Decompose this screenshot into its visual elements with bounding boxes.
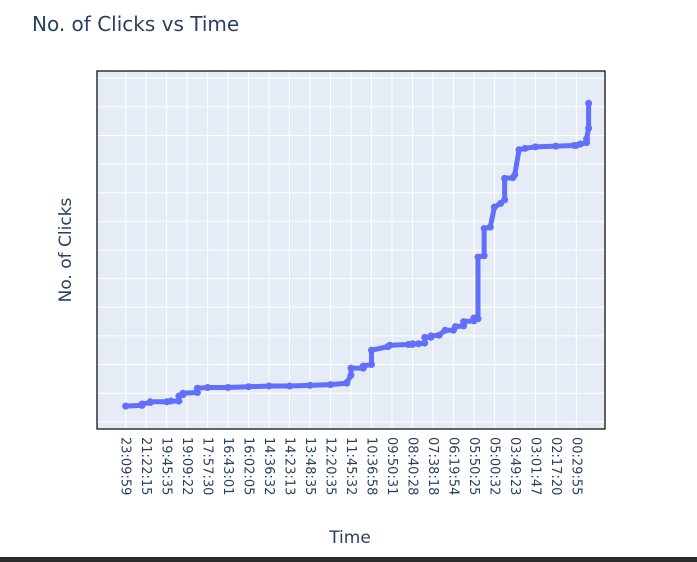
gridlines — [97, 71, 605, 429]
x-tick-label: 13:48:35 — [302, 437, 317, 495]
x-tick-label: 16:43:01 — [220, 437, 235, 495]
data-point[interactable] — [552, 142, 560, 150]
x-tick-label: 16:02:05 — [241, 437, 256, 495]
data-point[interactable] — [347, 364, 355, 372]
data-point[interactable] — [408, 340, 416, 348]
x-tick-label: 00:29:55 — [568, 437, 583, 495]
data-point[interactable] — [451, 323, 459, 331]
data-point[interactable] — [585, 124, 593, 132]
data-point[interactable] — [179, 389, 187, 397]
data-point[interactable] — [515, 146, 523, 154]
data-point[interactable] — [490, 203, 498, 211]
data-point[interactable] — [501, 196, 509, 204]
data-point[interactable] — [224, 383, 232, 391]
x-tick-label: 12:20:35 — [323, 437, 338, 495]
series-layer — [122, 99, 593, 410]
data-point[interactable] — [415, 340, 423, 348]
data-point[interactable] — [265, 382, 273, 390]
data-point[interactable] — [486, 223, 494, 231]
data-point[interactable] — [585, 99, 593, 107]
x-tick-label: 06:19:54 — [445, 437, 460, 495]
bottom-divider — [0, 557, 697, 562]
x-tick-label: 05:50:25 — [466, 437, 481, 495]
data-point[interactable] — [367, 361, 375, 369]
x-tick-label: 08:40:28 — [404, 437, 419, 495]
data-point[interactable] — [474, 315, 482, 323]
x-tick-label: 17:57:30 — [200, 437, 215, 495]
x-tick-label: 23:09:59 — [118, 437, 133, 495]
y-axis-title: No. of Clicks — [56, 197, 76, 302]
x-tick-label: 02:17:20 — [548, 437, 563, 495]
data-point[interactable] — [435, 331, 443, 339]
data-point[interactable] — [460, 318, 468, 326]
data-point[interactable] — [501, 174, 509, 182]
x-tick-label: 19:45:35 — [159, 437, 174, 495]
data-point[interactable] — [531, 143, 539, 151]
plot-frame — [96, 70, 606, 430]
data-point[interactable] — [175, 397, 183, 405]
x-tick-label: 10:36:58 — [363, 437, 378, 495]
data-point[interactable] — [359, 362, 367, 370]
chart-title: No. of Clicks vs Time — [32, 12, 240, 36]
x-tick-label: 21:22:15 — [138, 437, 153, 495]
data-point[interactable] — [421, 333, 429, 341]
data-point[interactable] — [306, 381, 314, 389]
x-tick-label: 09:50:31 — [384, 437, 399, 495]
data-point[interactable] — [441, 326, 449, 334]
data-point[interactable] — [146, 398, 154, 406]
x-tick-label: 03:01:47 — [527, 437, 542, 495]
x-tick-label: 14:23:13 — [282, 437, 297, 495]
x-tick-labels: 23:09:59 21:22:15 19:45:35 19:09:22 17:57:30… — [118, 437, 584, 495]
x-tick-label: 03:49:23 — [507, 437, 522, 495]
data-point[interactable] — [480, 252, 488, 260]
data-point[interactable] — [511, 171, 519, 179]
data-point[interactable] — [343, 378, 351, 386]
x-axis-title: Time — [328, 528, 371, 548]
data-point[interactable] — [122, 402, 130, 410]
data-point[interactable] — [427, 332, 435, 340]
data-point[interactable] — [421, 339, 429, 347]
data-point[interactable] — [474, 253, 482, 261]
x-tick-label: 05:00:32 — [486, 437, 501, 495]
data-point[interactable] — [583, 135, 591, 143]
data-point[interactable] — [521, 144, 529, 152]
x-tick-label: 19:09:22 — [179, 437, 194, 495]
data-point[interactable] — [286, 382, 294, 390]
x-tick-label: 11:45:32 — [343, 437, 358, 495]
data-point[interactable] — [167, 397, 175, 405]
data-point[interactable] — [347, 371, 355, 379]
data-point[interactable] — [245, 383, 253, 391]
data-point[interactable] — [576, 140, 584, 148]
data-point[interactable] — [480, 225, 488, 233]
data-point[interactable] — [204, 383, 212, 391]
x-tick-label: 14:36:32 — [261, 437, 276, 495]
data-point[interactable] — [193, 384, 201, 392]
data-point[interactable] — [386, 341, 394, 349]
data-point[interactable] — [327, 381, 335, 389]
x-tick-label: 07:38:18 — [425, 437, 440, 495]
data-point[interactable] — [367, 346, 375, 354]
data-point[interactable] — [138, 400, 146, 408]
